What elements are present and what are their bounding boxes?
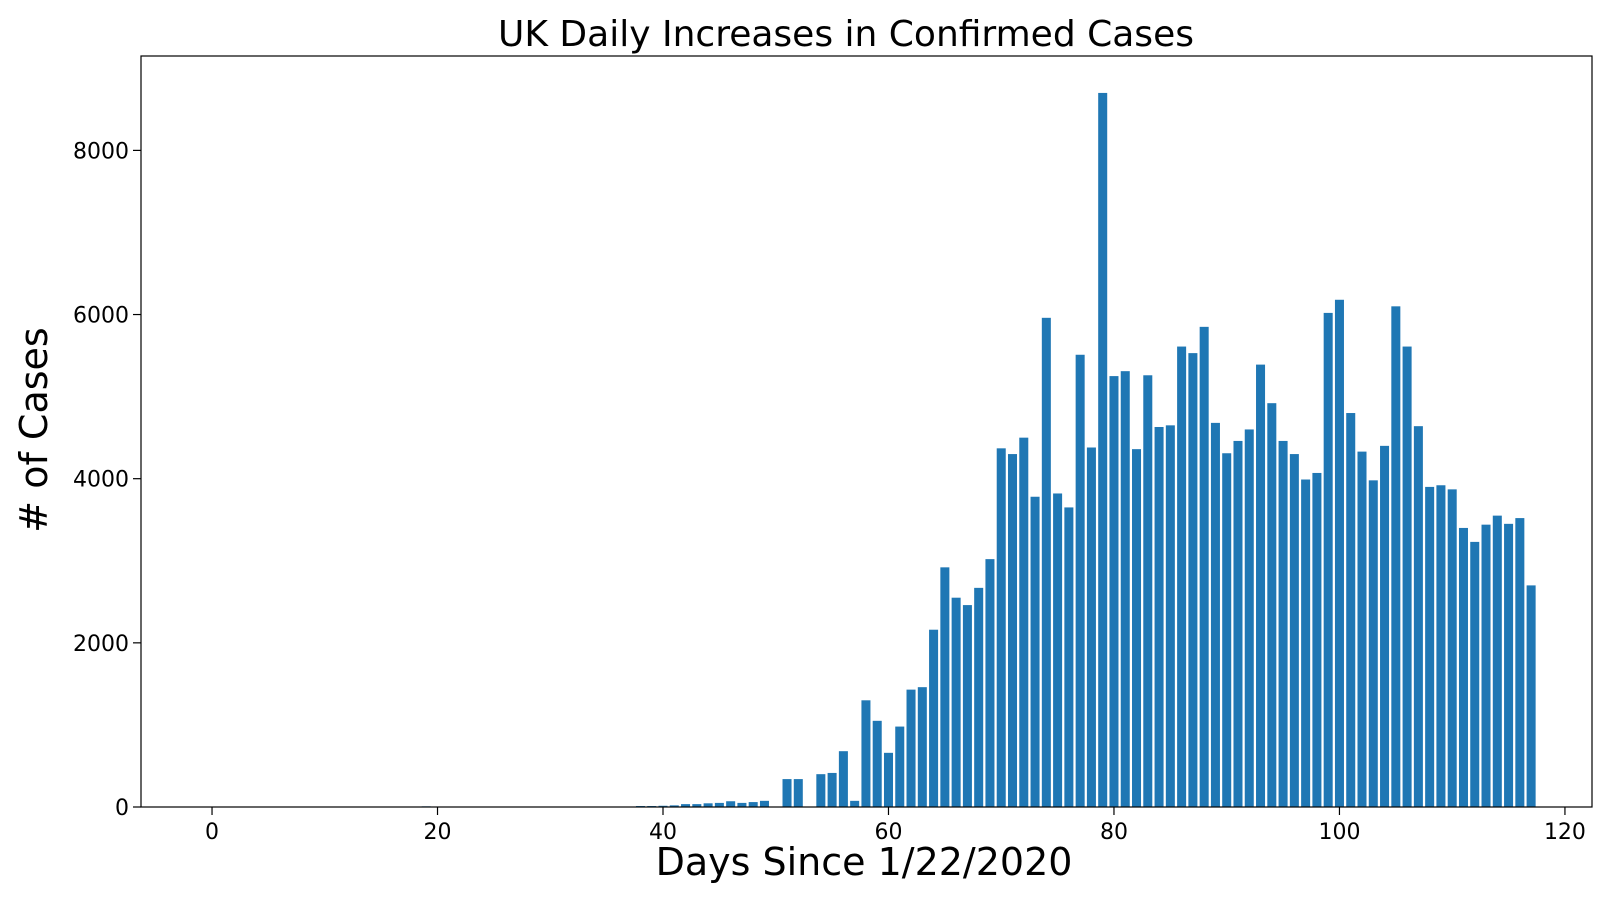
bar xyxy=(1154,426,1164,807)
bar xyxy=(669,805,679,807)
x-tick-label: 20 xyxy=(424,820,452,845)
x-axis: 0 20 40 60 80 100 120 xyxy=(205,807,1586,845)
bar xyxy=(714,802,724,807)
x-tick-label: 100 xyxy=(1318,820,1360,845)
bar xyxy=(940,567,950,807)
bar xyxy=(1278,440,1288,807)
bar xyxy=(1030,496,1040,807)
bar xyxy=(1526,585,1536,807)
bar xyxy=(658,805,668,807)
y-axis-label: # of Cases xyxy=(12,327,56,532)
plot-frame xyxy=(140,55,1593,808)
bar xyxy=(1334,299,1344,807)
bar xyxy=(883,752,893,807)
bar xyxy=(681,804,691,807)
bar xyxy=(692,804,702,807)
bar xyxy=(726,801,736,807)
bar xyxy=(850,800,860,807)
bar xyxy=(1413,426,1423,807)
x-tick-label: 0 xyxy=(205,820,219,845)
bar xyxy=(827,772,837,807)
bar xyxy=(1492,515,1502,807)
y-tick-label: 2000 xyxy=(73,632,129,657)
bar xyxy=(748,802,758,807)
bar xyxy=(929,629,939,807)
bar xyxy=(1007,454,1018,807)
bar xyxy=(1301,479,1311,807)
bar xyxy=(1120,371,1130,807)
bar xyxy=(1019,437,1029,807)
bar xyxy=(1233,440,1243,807)
bar xyxy=(1504,523,1514,807)
bar xyxy=(951,597,961,807)
bar xyxy=(1098,92,1108,808)
bar xyxy=(1041,317,1051,807)
bar xyxy=(962,605,972,807)
x-tick-label: 120 xyxy=(1544,820,1586,845)
bar xyxy=(1222,453,1232,807)
bar xyxy=(895,726,905,807)
x-tick-label: 80 xyxy=(1100,820,1128,845)
bar xyxy=(1064,507,1074,807)
bar xyxy=(996,448,1006,807)
bar xyxy=(1086,447,1096,807)
chart-title: UK Daily Increases in Confirmed Cases xyxy=(498,14,1194,55)
bars-group xyxy=(308,92,1536,808)
bar xyxy=(1402,346,1412,807)
bar xyxy=(1447,489,1457,807)
bar xyxy=(1165,425,1175,807)
bar xyxy=(906,689,916,807)
bar xyxy=(1210,422,1220,807)
bar xyxy=(1368,480,1378,807)
x-axis-label: Days Since 1/22/2020 xyxy=(656,840,1073,884)
bar xyxy=(1346,413,1356,807)
bar xyxy=(1244,429,1254,807)
bar xyxy=(1380,445,1390,807)
bar xyxy=(974,587,984,807)
x-tick-label: 60 xyxy=(874,820,902,845)
bar xyxy=(1289,454,1299,807)
bar xyxy=(1188,353,1198,807)
bar xyxy=(1132,449,1142,807)
bar xyxy=(1109,376,1119,807)
y-tick-label: 4000 xyxy=(73,468,129,493)
bar xyxy=(1515,518,1525,807)
bar xyxy=(816,774,826,807)
bar xyxy=(1177,346,1187,807)
bar xyxy=(1256,364,1266,807)
bar xyxy=(917,687,927,807)
y-axis: 0 2000 4000 6000 8000 xyxy=(73,139,141,821)
bar xyxy=(1357,451,1367,807)
y-tick-label: 6000 xyxy=(73,304,129,329)
y-tick-label: 0 xyxy=(115,796,129,821)
bar xyxy=(1267,403,1277,807)
bar xyxy=(985,559,995,807)
bar xyxy=(782,779,792,807)
bar xyxy=(1312,472,1322,807)
bar xyxy=(1199,326,1209,807)
bar xyxy=(1425,486,1435,807)
bar xyxy=(838,751,848,807)
y-tick-label: 8000 xyxy=(73,139,129,164)
bar xyxy=(703,803,713,807)
bar xyxy=(1470,541,1480,807)
bar xyxy=(872,720,882,807)
bar xyxy=(759,800,769,807)
bar xyxy=(1391,306,1401,807)
bar xyxy=(1143,375,1153,807)
bar xyxy=(1481,524,1491,807)
x-tick-label: 40 xyxy=(649,820,677,845)
bar xyxy=(1436,485,1446,807)
bar xyxy=(793,779,803,807)
bar xyxy=(1458,527,1468,807)
bar xyxy=(861,700,871,807)
bar xyxy=(737,802,747,807)
bar xyxy=(1075,354,1085,807)
bar xyxy=(1053,493,1063,807)
bar xyxy=(1323,312,1333,807)
